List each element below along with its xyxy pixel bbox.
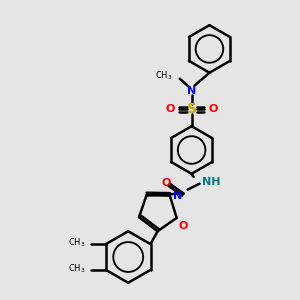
Text: N: N (173, 190, 182, 201)
Text: S: S (187, 102, 196, 116)
Text: O: O (178, 221, 188, 231)
Text: O: O (165, 104, 175, 114)
Text: N: N (187, 85, 196, 96)
Text: NH: NH (202, 177, 220, 187)
Text: O: O (209, 104, 218, 114)
Text: CH$_3$: CH$_3$ (68, 262, 85, 275)
Text: CH$_3$: CH$_3$ (68, 237, 85, 249)
Text: CH$_3$: CH$_3$ (155, 69, 173, 82)
Text: O: O (161, 178, 170, 188)
